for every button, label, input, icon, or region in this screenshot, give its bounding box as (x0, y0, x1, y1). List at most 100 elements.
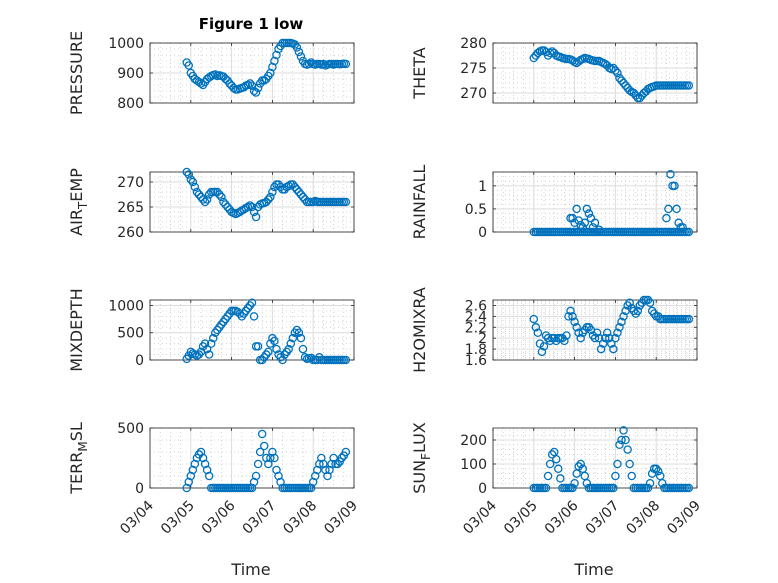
data-point (208, 333, 218, 343)
series-terr_msl (182, 429, 351, 493)
data-point (582, 478, 592, 488)
data-point (294, 47, 304, 57)
data-point (684, 314, 694, 324)
data-point (613, 328, 622, 337)
data-point (627, 471, 636, 481)
data-point (184, 61, 194, 70)
x-tick-label: 03/04 (117, 498, 157, 538)
data-point (554, 464, 563, 474)
data-point (645, 298, 655, 307)
data-point (619, 312, 628, 321)
subplot-pressure: 800 900 1000 PRESSURE (67, 31, 355, 115)
data-point (296, 190, 306, 199)
data-point (190, 182, 200, 192)
data-point (611, 471, 620, 481)
data-point (653, 466, 663, 476)
data-point (607, 339, 616, 348)
data-point (202, 195, 212, 204)
data-point (259, 441, 269, 451)
data-point (617, 435, 626, 445)
data-point (243, 202, 253, 212)
x-tick-label: 03/06 (542, 498, 582, 538)
data-point (615, 73, 624, 83)
data-point (578, 223, 588, 232)
x-tick-label: 03/04 (460, 498, 500, 538)
data-point (255, 447, 265, 457)
data-point (221, 200, 230, 209)
data-point (253, 459, 263, 469)
subplot-rainfall: 0 0.5 1 RAINFALL (410, 165, 698, 241)
data-point (274, 180, 283, 189)
y-tick-label: 0 (478, 225, 487, 241)
data-point (192, 187, 202, 197)
data-point (613, 459, 622, 469)
data-point (576, 333, 585, 343)
data-point (200, 339, 210, 348)
data-point (182, 167, 191, 177)
data-point (572, 204, 581, 214)
data-point (615, 440, 624, 450)
data-point (264, 347, 273, 357)
y-axis-label: MIXDEPTH (67, 288, 86, 371)
data-point (278, 355, 287, 365)
data-point (625, 459, 634, 469)
data-point (623, 445, 632, 454)
subplot-h2omixra: 1.61.822.22.42.6 H2OMIXRA (410, 287, 698, 373)
data-point (615, 323, 624, 332)
data-point (596, 344, 606, 354)
data-point (617, 76, 626, 85)
data-point (294, 328, 304, 337)
data-point (621, 81, 630, 90)
x-axis-label-right: Time (573, 560, 613, 579)
axes-box (492, 299, 698, 361)
data-point (245, 79, 255, 88)
data-point (198, 195, 208, 204)
data-point (605, 333, 614, 343)
data-point (590, 218, 600, 228)
y-tick-label: 2.4 (465, 309, 487, 325)
data-point (294, 187, 304, 197)
data-point (298, 344, 308, 354)
series-rainfall (529, 170, 694, 237)
y-axis-label: H2OMIXRA (410, 287, 429, 373)
data-point (290, 182, 300, 192)
data-point (576, 220, 585, 230)
y-tick-label: 100 (460, 457, 487, 473)
axes-box (149, 299, 355, 361)
data-point (245, 201, 255, 210)
series-pressure (182, 38, 351, 97)
y-tick-label: 1.8 (465, 342, 487, 358)
x-tick-label: 03/06 (199, 498, 239, 538)
data-point (564, 312, 573, 321)
data-point (270, 453, 279, 463)
data-point (296, 52, 306, 61)
data-point (292, 185, 302, 194)
data-point (670, 181, 679, 191)
data-point (600, 333, 610, 343)
data-point (196, 79, 206, 88)
data-point (590, 333, 600, 343)
data-point (672, 204, 681, 214)
data-point (537, 347, 547, 357)
data-point (572, 323, 581, 332)
x-axis-label-left: Time (230, 560, 270, 579)
data-point (592, 328, 602, 337)
data-point (341, 355, 351, 365)
y-tick-label: 800 (117, 96, 144, 112)
axes-box (149, 171, 355, 233)
plot-area (150, 428, 354, 488)
data-point (658, 478, 667, 488)
data-point (243, 80, 253, 90)
data-point (664, 204, 673, 214)
data-point (562, 331, 571, 340)
data-point (560, 336, 569, 346)
data-point (541, 483, 551, 493)
figure-title: Figure 1 low (199, 15, 304, 33)
subplot-terr_msl: 0 500 03/04 03/05 03/06 03/07 03/08 03/09 TERRMS… (67, 421, 361, 538)
data-point (574, 462, 583, 471)
y-tick-label: 1000 (108, 36, 144, 52)
data-point (609, 63, 618, 73)
data-point (570, 478, 579, 488)
data-point (251, 212, 261, 222)
y-tick-label: 2.2 (465, 320, 487, 336)
